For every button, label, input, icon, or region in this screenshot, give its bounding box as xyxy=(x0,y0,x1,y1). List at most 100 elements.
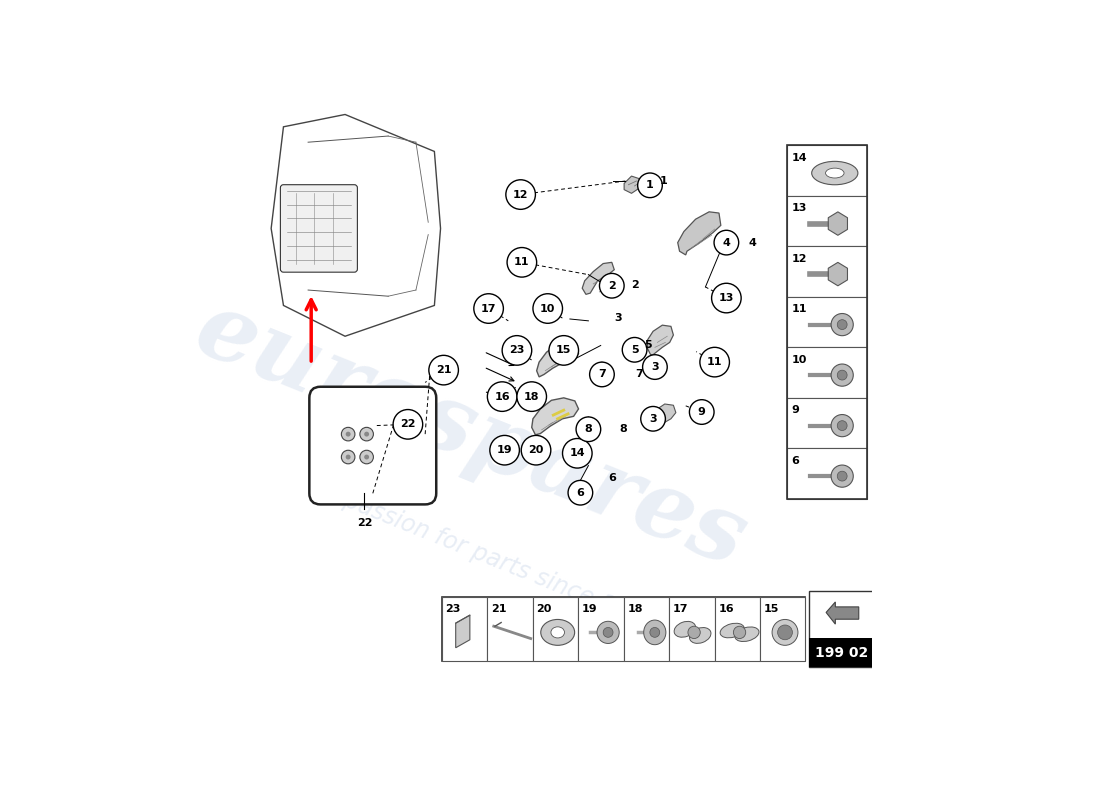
Text: 21: 21 xyxy=(491,604,506,614)
Bar xyxy=(579,597,624,662)
Text: 13: 13 xyxy=(718,293,734,303)
Bar xyxy=(715,597,760,662)
Text: 15: 15 xyxy=(763,604,779,614)
Circle shape xyxy=(688,626,701,638)
Bar xyxy=(487,597,532,662)
Circle shape xyxy=(832,465,854,487)
Circle shape xyxy=(712,283,741,313)
Bar xyxy=(786,297,867,347)
Text: eurospares: eurospares xyxy=(183,283,760,586)
Text: 16: 16 xyxy=(718,604,734,614)
Text: 20: 20 xyxy=(537,604,552,614)
Circle shape xyxy=(832,314,854,336)
Text: 2: 2 xyxy=(608,281,616,290)
Circle shape xyxy=(590,362,614,386)
Text: 12: 12 xyxy=(792,254,807,264)
Text: 19: 19 xyxy=(497,445,513,455)
Circle shape xyxy=(562,438,592,468)
Ellipse shape xyxy=(551,627,564,638)
FancyBboxPatch shape xyxy=(309,386,437,505)
Circle shape xyxy=(507,247,537,277)
Polygon shape xyxy=(828,262,847,286)
Polygon shape xyxy=(648,325,673,354)
Text: 18: 18 xyxy=(524,392,539,402)
Text: 20: 20 xyxy=(528,445,543,455)
Ellipse shape xyxy=(674,622,695,638)
Ellipse shape xyxy=(812,162,858,185)
Bar xyxy=(786,398,867,448)
Circle shape xyxy=(778,625,792,640)
Text: 23: 23 xyxy=(509,346,525,355)
Polygon shape xyxy=(582,262,614,294)
Text: 6: 6 xyxy=(792,456,800,466)
Text: 9: 9 xyxy=(792,406,800,415)
Polygon shape xyxy=(654,404,675,424)
Circle shape xyxy=(837,370,847,380)
Circle shape xyxy=(532,294,562,323)
Text: 18: 18 xyxy=(627,604,642,614)
Bar xyxy=(669,597,715,662)
Ellipse shape xyxy=(720,623,745,638)
Text: 199 02: 199 02 xyxy=(815,646,868,660)
Text: 22: 22 xyxy=(400,419,416,430)
Text: 5: 5 xyxy=(644,340,651,350)
Text: 10: 10 xyxy=(540,303,556,314)
Circle shape xyxy=(490,435,519,465)
Text: 3: 3 xyxy=(651,362,659,372)
Text: 15: 15 xyxy=(557,346,571,355)
Bar xyxy=(760,597,805,662)
Ellipse shape xyxy=(772,619,798,646)
Circle shape xyxy=(568,480,593,505)
Circle shape xyxy=(576,417,601,442)
Circle shape xyxy=(837,421,847,430)
Circle shape xyxy=(341,450,355,464)
Text: 19: 19 xyxy=(582,604,597,614)
Text: 6: 6 xyxy=(608,473,616,483)
Ellipse shape xyxy=(735,627,759,642)
Text: 12: 12 xyxy=(513,190,528,199)
Circle shape xyxy=(345,454,351,459)
Bar xyxy=(786,146,867,499)
Text: 16: 16 xyxy=(494,392,510,402)
Polygon shape xyxy=(531,398,579,435)
Circle shape xyxy=(345,432,351,437)
Circle shape xyxy=(341,427,355,441)
Text: 1: 1 xyxy=(646,180,653,190)
Text: 5: 5 xyxy=(630,345,638,354)
Circle shape xyxy=(832,414,854,437)
Circle shape xyxy=(700,347,729,377)
Text: 2: 2 xyxy=(631,280,639,290)
Text: 14: 14 xyxy=(792,153,807,162)
Ellipse shape xyxy=(690,627,711,643)
Text: 4: 4 xyxy=(723,238,730,248)
Text: 10: 10 xyxy=(792,354,807,365)
Bar xyxy=(786,246,867,297)
Polygon shape xyxy=(624,176,640,194)
Circle shape xyxy=(517,382,547,411)
Circle shape xyxy=(502,336,531,365)
Circle shape xyxy=(837,471,847,481)
Bar xyxy=(786,196,867,246)
Bar xyxy=(624,597,669,662)
Text: 11: 11 xyxy=(514,258,529,267)
Circle shape xyxy=(360,427,373,441)
Circle shape xyxy=(642,354,668,379)
Polygon shape xyxy=(455,615,470,648)
Circle shape xyxy=(597,622,619,643)
Circle shape xyxy=(364,454,370,459)
Circle shape xyxy=(474,294,504,323)
Circle shape xyxy=(393,410,422,439)
Circle shape xyxy=(623,338,647,362)
Text: 3: 3 xyxy=(614,313,622,322)
Text: 11: 11 xyxy=(707,357,723,367)
Bar xyxy=(442,597,805,662)
Circle shape xyxy=(650,627,660,638)
Circle shape xyxy=(600,274,624,298)
Text: 11: 11 xyxy=(792,304,807,314)
Circle shape xyxy=(837,320,847,330)
Polygon shape xyxy=(678,212,721,255)
FancyBboxPatch shape xyxy=(280,185,358,272)
Ellipse shape xyxy=(541,619,574,646)
Circle shape xyxy=(603,627,613,638)
Text: 7: 7 xyxy=(635,370,643,379)
